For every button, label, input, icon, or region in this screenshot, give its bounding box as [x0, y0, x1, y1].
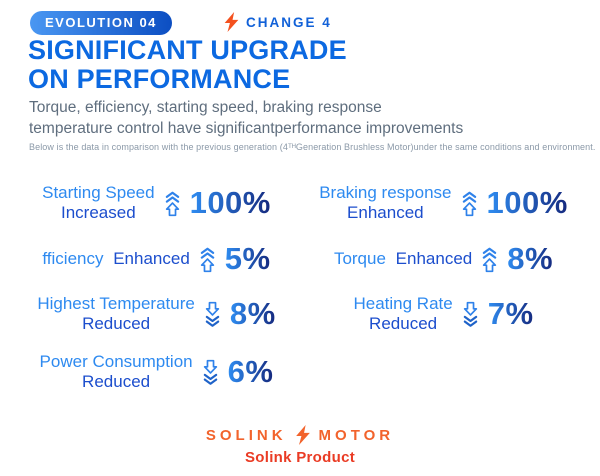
stat-value: 6% — [227, 354, 274, 389]
stat-value: 100% — [486, 185, 568, 220]
increase-arrow-icon — [482, 247, 497, 272]
stat-value: 8% — [507, 241, 554, 276]
page-title: SIGNIFICANT UPGRADE ON PERFORMANCE — [28, 36, 347, 94]
stat-efficiency: fficiency Enhanced 5% — [20, 234, 293, 284]
brand-left: SOLINK — [205, 426, 287, 444]
decrease-arrow-icon — [463, 301, 477, 327]
stat-braking-response: Braking response Enhanced 100% — [307, 172, 580, 234]
change-label: CHANGE 4 — [246, 14, 332, 30]
stat-value: 7% — [487, 296, 534, 331]
change-header: CHANGE 4 — [224, 12, 332, 32]
increase-arrow-icon — [165, 191, 179, 216]
stat-highest-temperature: Highest Temperature Reduced 8% — [20, 284, 293, 344]
title-line-2: ON PERFORMANCE — [28, 64, 291, 94]
increase-arrow-icon — [200, 247, 215, 272]
stat-value: 100% — [189, 185, 271, 220]
subtitle-line-1: Torque, efficiency, starting speed, brak… — [29, 99, 382, 116]
stat-label: Highest Temperature Reduced — [37, 294, 195, 333]
stat-label: Starting Speed Increased — [42, 183, 155, 222]
decrease-arrow-icon — [203, 359, 217, 385]
stat-label: fficiency Enhanced — [42, 249, 190, 268]
stat-torque: Torque Enhanced 8% — [307, 234, 580, 284]
stats-grid: Starting Speed Increased 100% Braking re… — [20, 172, 580, 400]
comparison-note: Below is the data in comparison with the… — [29, 142, 596, 152]
brand-lightning-icon — [295, 425, 310, 445]
stat-label: Power Consumption Reduced — [39, 352, 193, 391]
stat-power-consumption: Power Consumption Reduced 6% — [20, 344, 293, 400]
stat-value: 8% — [229, 296, 276, 331]
stat-label: Braking response Enhanced — [319, 183, 452, 222]
title-line-1: SIGNIFICANT UPGRADE — [28, 35, 347, 65]
subtitle: Torque, efficiency, starting speed, brak… — [29, 97, 463, 139]
product-label: Solink Product — [244, 449, 356, 466]
stat-value: 5% — [224, 241, 271, 276]
increase-arrow-icon — [462, 191, 476, 216]
subtitle-line-2: temperature control have significantperf… — [29, 120, 464, 137]
stat-label: Heating Rate Reduced — [353, 294, 453, 333]
decrease-arrow-icon — [205, 301, 220, 327]
lightning-icon — [224, 12, 239, 32]
stat-starting-speed: Starting Speed Increased 100% — [20, 172, 293, 234]
stat-heating-rate: Heating Rate Reduced 7% — [307, 284, 580, 344]
evolution-badge: EVOLUTION 04 — [30, 11, 172, 35]
brand-logo: SOLINK MOTOR — [0, 425, 600, 445]
stat-label: Torque Enhanced — [333, 249, 473, 268]
footer: SOLINK MOTOR Solink Product — [0, 425, 600, 466]
brand-right: MOTOR — [318, 426, 395, 444]
